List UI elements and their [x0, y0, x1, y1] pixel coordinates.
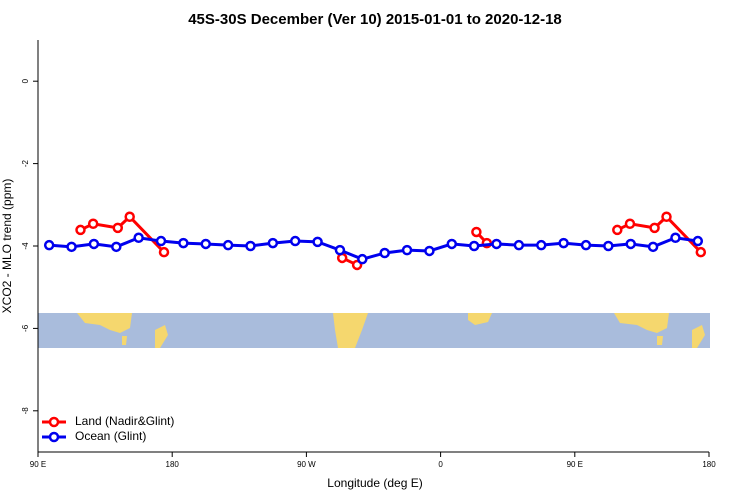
point	[468, 240, 480, 252]
point	[647, 241, 659, 253]
point	[312, 236, 323, 248]
point	[112, 222, 124, 234]
x-tick-label: 90 E	[567, 460, 583, 469]
point	[155, 235, 167, 247]
point	[558, 237, 569, 249]
legend-label: Ocean (Glint)	[75, 429, 146, 443]
x-tick-label: 90 W	[297, 460, 316, 469]
point	[491, 238, 502, 250]
point	[580, 239, 592, 251]
x-tick-label: 180	[166, 460, 180, 469]
point	[661, 211, 672, 222]
legend-marker	[48, 416, 60, 428]
point	[536, 239, 547, 251]
x-tick-label: 180	[702, 460, 716, 469]
point	[87, 218, 99, 230]
y-tick-label: 0	[21, 78, 30, 83]
point	[158, 246, 170, 258]
map-strip	[38, 313, 710, 348]
legend-marker	[48, 431, 60, 443]
x-tick-label: 0	[438, 460, 443, 469]
point	[471, 226, 482, 238]
point	[379, 247, 390, 259]
point	[692, 235, 704, 247]
point	[111, 241, 122, 253]
point	[133, 232, 144, 244]
point	[75, 224, 86, 236]
point	[200, 238, 211, 250]
point	[670, 232, 681, 244]
point	[222, 239, 234, 251]
x-tick-label: 90 E	[30, 460, 46, 469]
point	[603, 240, 614, 252]
point	[424, 245, 435, 257]
point	[625, 238, 636, 250]
y-tick-label: -2	[21, 159, 30, 167]
point	[446, 238, 458, 250]
point	[695, 246, 707, 258]
point	[334, 244, 346, 256]
point	[513, 239, 525, 251]
point	[624, 218, 636, 230]
y-axis-title: XCO2 - MLO trend (ppm)	[0, 179, 14, 314]
point	[178, 237, 189, 249]
x-axis-title: Longitude (deg E)	[327, 476, 422, 490]
point	[124, 211, 135, 222]
point	[401, 244, 413, 256]
point	[66, 241, 77, 253]
y-tick-label: -8	[21, 407, 30, 415]
point	[267, 237, 279, 249]
point	[43, 239, 55, 251]
y-tick-label: -6	[21, 324, 30, 332]
chart-title: 45S-30S December (Ver 10) 2015-01-01 to …	[188, 11, 562, 28]
point	[88, 238, 100, 250]
y-tick-label: -4	[21, 242, 30, 250]
point	[357, 253, 368, 265]
legend-label: Land (Nadir&Glint)	[75, 414, 174, 428]
point	[245, 240, 256, 252]
point	[649, 222, 660, 234]
point	[612, 224, 623, 236]
point	[289, 235, 301, 247]
